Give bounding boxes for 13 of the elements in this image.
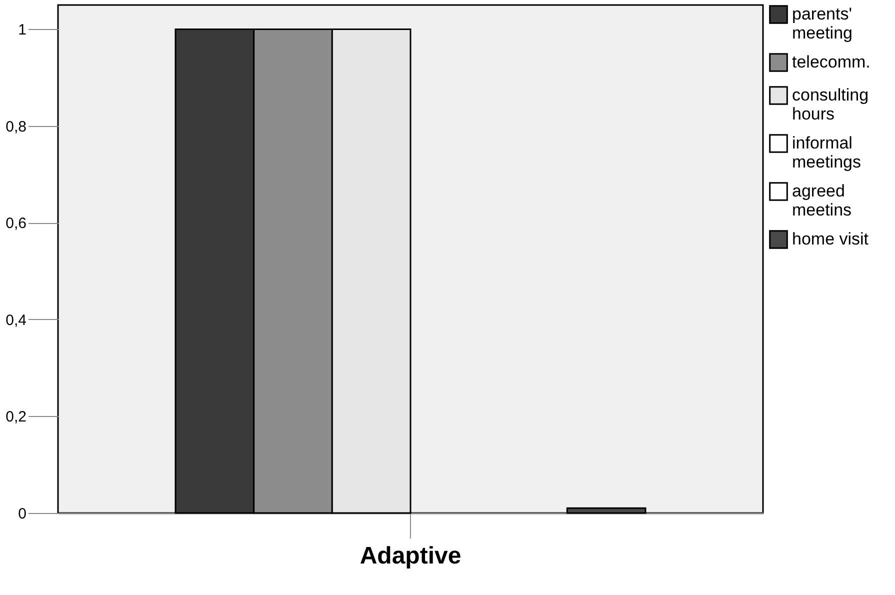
legend-label: telecomm. [792, 52, 870, 72]
y-tick-label: 0,6 [6, 215, 26, 232]
legend-label: parents' meeting [792, 4, 852, 42]
y-tick-label: 1 [18, 22, 26, 39]
y-tick-label: 0 [18, 506, 26, 522]
legend-label: consulting hours [792, 86, 869, 124]
y-tick-label: 0,8 [6, 118, 26, 136]
legend-label: home visit [792, 230, 869, 248]
legend-label: agreed meetins [792, 182, 852, 220]
y-tick-label: 0,2 [6, 408, 26, 426]
y-tick-label: 0,4 [6, 312, 26, 329]
legend-label: informal meetings [792, 134, 861, 172]
x-tick-label: Adaptive [360, 542, 462, 570]
